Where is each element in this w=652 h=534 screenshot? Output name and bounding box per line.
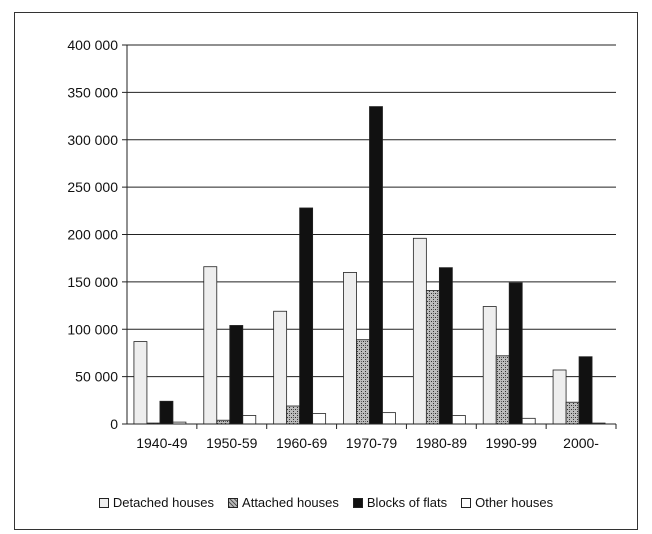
y-tick-label: 0 [110, 416, 118, 432]
legend: Detached houses Attached houses Blocks of … [15, 495, 637, 510]
y-tick-label: 100 000 [67, 321, 118, 337]
y-axis-tick-labels: 0 50 000 100 000 150 000 200 000 250 000 300 0… [67, 37, 118, 432]
legend-label: Blocks of flats [366, 495, 448, 510]
bar-attached-houses [565, 401, 580, 425]
y-tick-label: 350 000 [67, 84, 118, 100]
bar-blocks-of-flats [299, 207, 314, 425]
legend-swatch [461, 497, 472, 508]
bar-detached-houses [482, 306, 497, 425]
x-tick-label: 1960-69 [276, 435, 328, 451]
y-tick-label: 200 000 [67, 227, 118, 243]
bar-blocks-of-flats [508, 282, 523, 425]
bar-blocks-of-flats [229, 325, 244, 425]
bar-detached-houses [273, 310, 288, 425]
y-tick-label: 50 000 [75, 369, 118, 385]
bar-blocks-of-flats [438, 267, 453, 425]
bar-attached-houses [286, 405, 301, 425]
y-tick-label: 250 000 [67, 179, 118, 195]
x-tick-label: 1950-59 [206, 435, 258, 451]
bar-other-houses [382, 412, 396, 425]
bar-attached-houses [216, 419, 231, 425]
legend-label: Attached houses [242, 495, 339, 510]
y-tick-label: 400 000 [67, 37, 118, 53]
bar-blocks-of-flats [578, 356, 593, 425]
x-tick-label: 2000- [563, 435, 599, 451]
legend-item-other-houses: Other houses [461, 495, 553, 510]
bar-detached-houses [133, 341, 148, 425]
bar-attached-houses [495, 355, 510, 425]
legend-swatch [352, 497, 363, 508]
x-tick-label: 1990-99 [486, 435, 538, 451]
bar-detached-houses [203, 266, 218, 425]
chart-frame: 0 50 000 100 000 150 000 200 000 250 000 300 0… [14, 12, 638, 530]
legend-swatch [98, 497, 109, 508]
bar-attached-houses [425, 290, 440, 425]
bar-detached-houses [343, 271, 357, 425]
legend-item-detached-houses: Detached houses [98, 495, 215, 510]
legend-label: Detached houses [112, 495, 215, 510]
bar-other-houses [451, 415, 466, 425]
bar-other-houses [242, 415, 257, 425]
bar-other-houses [521, 417, 536, 425]
y-tick-label: 150 000 [67, 274, 118, 290]
bars [133, 106, 606, 425]
legend-item-blocks-of-flats: Blocks of flats [352, 495, 448, 510]
y-tick-label: 300 000 [67, 132, 118, 148]
x-axis [126, 45, 617, 429]
bar-blocks-of-flats [159, 400, 174, 425]
legend-swatch [228, 497, 239, 508]
bar-detached-houses [552, 369, 567, 425]
bar-other-houses [312, 413, 327, 425]
legend-label: Other houses [475, 495, 554, 510]
bar-blocks-of-flats [369, 106, 383, 425]
legend-item-attached-houses: Attached houses [228, 495, 339, 510]
x-tick-label: 1970-79 [346, 435, 398, 451]
x-axis-tick-labels: 1940-49 1950-59 1960-69 1970-79 1980-89 1990-… [136, 435, 599, 451]
x-tick-label: 1940-49 [136, 435, 188, 451]
bar-attached-houses [356, 339, 370, 425]
bar-chart: 0 50 000 100 000 150 000 200 000 250 000 300 0… [67, 37, 617, 451]
x-tick-label: 1980-89 [416, 435, 468, 451]
bar-detached-houses [412, 237, 427, 425]
